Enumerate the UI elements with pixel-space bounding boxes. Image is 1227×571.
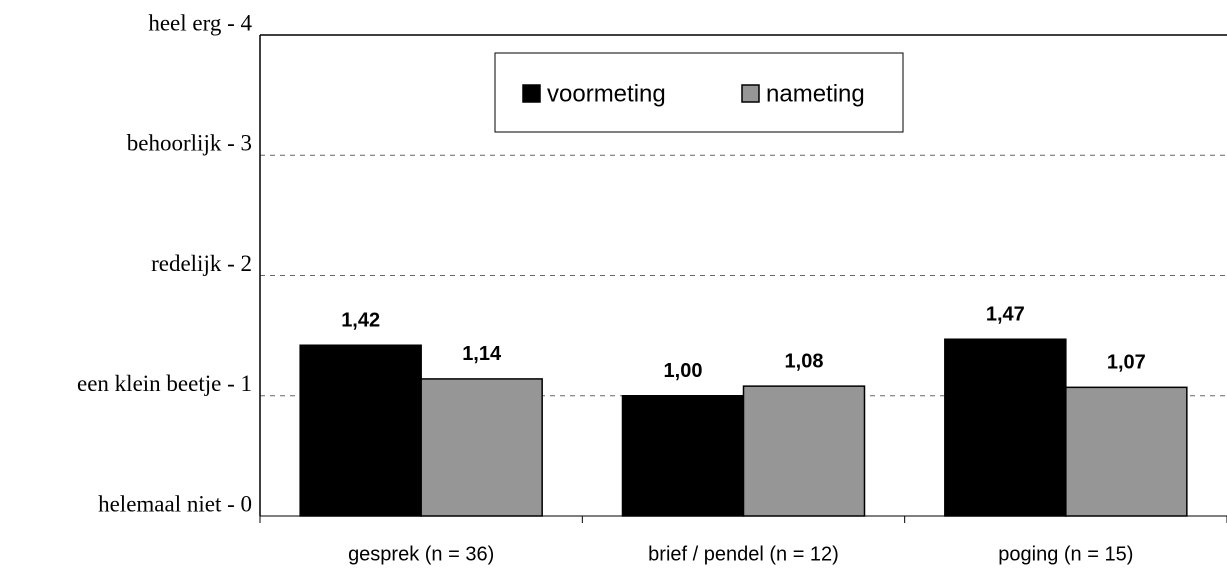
- legend-swatch: [522, 84, 541, 103]
- legend-swatch: [741, 84, 760, 103]
- y-tick-label: helemaal niet - 0: [98, 491, 252, 516]
- legend-box: [494, 52, 904, 133]
- value-label: 1,47: [986, 304, 1025, 326]
- y-tick-label: redelijk - 2: [151, 251, 252, 276]
- value-label: 1,14: [462, 343, 502, 365]
- x-tick-label: brief / pendel (n = 12): [648, 543, 839, 565]
- value-label: 1,00: [664, 360, 703, 382]
- value-label: 1,08: [785, 350, 824, 372]
- legend-label: nameting: [766, 80, 865, 107]
- x-tick-label: gesprek (n = 36): [348, 543, 494, 565]
- x-tick-label: poging (n = 15): [998, 543, 1133, 565]
- bar: [944, 338, 1067, 517]
- legend-label: voormeting: [547, 80, 666, 107]
- bar: [1065, 386, 1188, 517]
- bar: [420, 378, 543, 517]
- bar: [742, 385, 866, 517]
- bar: [621, 395, 745, 517]
- value-label: 1,07: [1107, 352, 1146, 374]
- bar: [299, 344, 422, 517]
- value-label: 1,42: [341, 310, 380, 332]
- y-tick-label: behoorlijk - 3: [127, 131, 252, 156]
- y-tick-label: een klein beetje - 1: [77, 371, 252, 396]
- y-tick-label: heel erg - 4: [148, 10, 252, 35]
